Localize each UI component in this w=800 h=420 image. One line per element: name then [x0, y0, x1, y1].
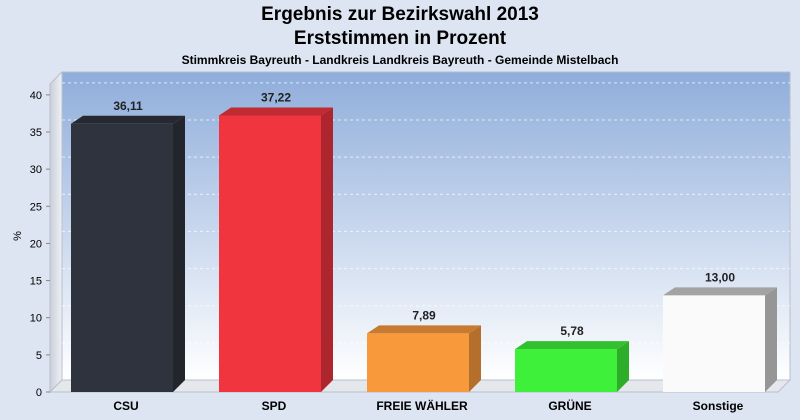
- bar-side: [173, 115, 185, 393]
- y-tick-label: 35: [30, 127, 42, 139]
- bar-front: [515, 349, 617, 392]
- bar-grüne: 5,78: [515, 324, 629, 392]
- data-label: 36,11: [113, 99, 143, 113]
- bar-top: [515, 341, 629, 350]
- y-tick-label: 40: [30, 90, 42, 102]
- x-tick-label: SPD: [262, 399, 287, 413]
- bar-front: [663, 295, 765, 392]
- chart-title: Ergebnis zur Bezirkswahl 2013: [261, 4, 539, 25]
- data-label: 5,78: [560, 324, 584, 338]
- bar-front: [219, 115, 321, 392]
- data-label: 37,22: [261, 91, 291, 105]
- x-tick-label: FREIE WÄHLER: [376, 398, 468, 413]
- data-label: 13,00: [705, 270, 735, 284]
- bar-side: [765, 287, 777, 392]
- bar-freie-wähler: 7,89: [367, 308, 481, 392]
- bar-front: [71, 123, 173, 393]
- x-axis: CSU SPD FREIE WÄHLER GRÜNE Sonstige: [113, 398, 743, 413]
- bar-sonstige: 13,00: [663, 270, 777, 392]
- y-tick-label: 20: [30, 238, 42, 250]
- y-tick-label: 25: [30, 201, 42, 213]
- bar-side: [469, 325, 481, 392]
- y-axis: 0 5 10 15 20 25 30 35 40%: [12, 90, 50, 399]
- plot-side-wall: [49, 70, 63, 394]
- bar-top: [367, 325, 481, 334]
- y-tick-label: 0: [36, 387, 42, 399]
- data-label: 7,89: [412, 308, 436, 322]
- bar-front: [367, 333, 469, 392]
- y-tick-label: 5: [36, 350, 42, 362]
- bar-side: [321, 107, 333, 392]
- x-tick-label: Sonstige: [693, 399, 744, 413]
- chart-caption: Stimmkreis Bayreuth - Landkreis Landkrei…: [181, 53, 619, 67]
- bar-csu: 36,11: [71, 99, 185, 393]
- y-tick-label: 30: [30, 164, 42, 176]
- y-tick-label: 15: [30, 276, 42, 288]
- bar-side: [617, 341, 629, 392]
- y-axis-label: %: [12, 231, 24, 241]
- bar-spd: 37,22: [219, 91, 333, 392]
- bar-top: [71, 115, 185, 124]
- y-tick-label: 10: [30, 313, 42, 325]
- x-tick-label: CSU: [113, 399, 138, 413]
- x-tick-label: GRÜNE: [548, 398, 591, 413]
- chart-subtitle: Erststimmen in Prozent: [293, 28, 507, 49]
- bar-top: [663, 287, 777, 296]
- bars: 36,11 37,22 7,89 5,78 13,00: [71, 91, 777, 393]
- bar-top: [219, 107, 333, 116]
